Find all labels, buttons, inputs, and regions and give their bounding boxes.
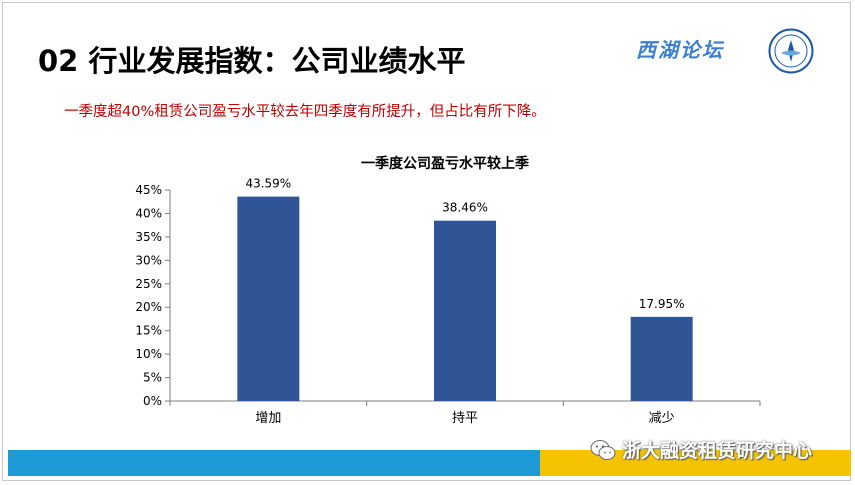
x-tick-label: 持平 (452, 411, 478, 426)
wechat-icon (590, 439, 616, 460)
y-tick-label: 40% (135, 206, 162, 220)
y-tick-label: 15% (135, 324, 162, 338)
x-tick-label: 增加 (255, 411, 281, 426)
data-label: 43.59% (245, 177, 291, 191)
y-tick-label: 0% (143, 394, 162, 408)
seal-logo-icon (768, 28, 814, 74)
footer-bar-yellow (540, 450, 851, 476)
chart-bars: 43.59% 38.46% 17.95% (237, 177, 693, 401)
footer-bar-blue (8, 450, 540, 476)
bar (630, 316, 693, 401)
y-tick-label: 45% (135, 183, 162, 197)
page-title: 02 行业发展指数：公司业绩水平 (38, 44, 466, 78)
bar (434, 220, 496, 401)
y-tick-label: 30% (135, 253, 162, 267)
y-tick-label: 10% (135, 347, 162, 361)
data-label: 17.95% (639, 297, 685, 311)
chart-title: 一季度公司盈亏水平较上季 (361, 155, 529, 172)
y-tick-label: 5% (143, 371, 162, 385)
data-label: 38.46% (442, 201, 488, 215)
logo-text: 西湖论坛 (636, 38, 724, 62)
bar (237, 196, 300, 401)
watermark-text: 浙大融资租赁研究中心 (622, 440, 813, 462)
y-tick-label: 25% (135, 277, 162, 291)
y-tick-label: 35% (135, 230, 162, 244)
x-tick-label: 减少 (649, 411, 675, 426)
wechat-watermark: 浙大融资租赁研究中心 (590, 436, 812, 463)
subtitle: 一季度超40%租赁公司盈亏水平较去年四季度有所提升，但占比有所下降。 (64, 104, 546, 120)
y-tick-label: 20% (135, 300, 162, 314)
